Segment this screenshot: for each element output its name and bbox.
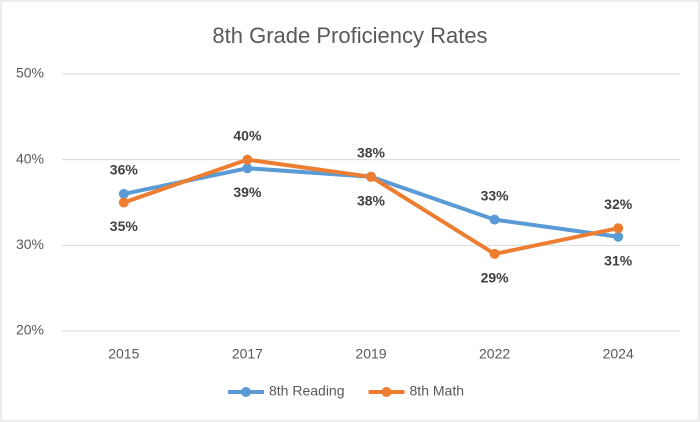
y-tick-label: 50% <box>16 65 44 81</box>
legend-label: 8th Reading <box>269 383 345 399</box>
legend-marker <box>381 387 392 397</box>
point <box>613 231 624 242</box>
data-label: 39% <box>233 184 262 200</box>
point <box>242 163 253 174</box>
data-label: 38% <box>357 193 386 209</box>
point <box>613 223 624 234</box>
point <box>489 214 500 225</box>
legend-label: 8th Math <box>410 383 464 399</box>
point <box>489 248 500 259</box>
x-tick-label: 2022 <box>479 346 510 362</box>
y-tick-label: 30% <box>16 236 44 252</box>
y-tick-label: 20% <box>16 322 44 338</box>
legend-marker <box>241 387 251 397</box>
point <box>118 197 129 208</box>
data-label: 33% <box>481 187 510 203</box>
point <box>242 154 253 165</box>
data-label: 29% <box>481 270 510 286</box>
data-label: 38% <box>357 145 386 161</box>
data-label: 31% <box>604 252 633 268</box>
y-tick-label: 40% <box>16 150 44 166</box>
x-tick-label: 2019 <box>355 346 386 362</box>
point <box>366 171 376 182</box>
x-tick-label: 2024 <box>603 346 634 362</box>
data-label: 35% <box>110 218 139 234</box>
x-tick-label: 2017 <box>232 346 263 362</box>
point <box>118 188 129 199</box>
data-label: 40% <box>233 127 262 143</box>
data-label: 32% <box>604 196 633 212</box>
x-tick-label: 2015 <box>108 346 139 362</box>
chart-title: 8th Grade Proficiency Rates <box>212 23 487 48</box>
data-label: 36% <box>110 162 139 178</box>
